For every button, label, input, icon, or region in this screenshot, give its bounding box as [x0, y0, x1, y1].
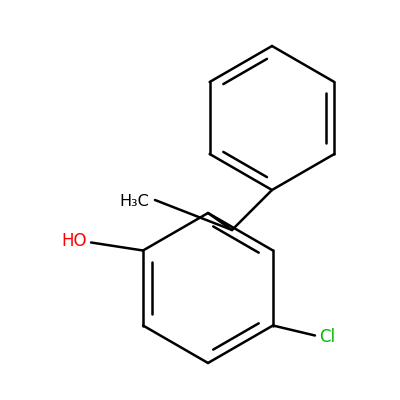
Text: Cl: Cl	[319, 328, 335, 346]
Text: H₃C: H₃C	[119, 194, 149, 210]
Text: HO: HO	[62, 232, 87, 250]
